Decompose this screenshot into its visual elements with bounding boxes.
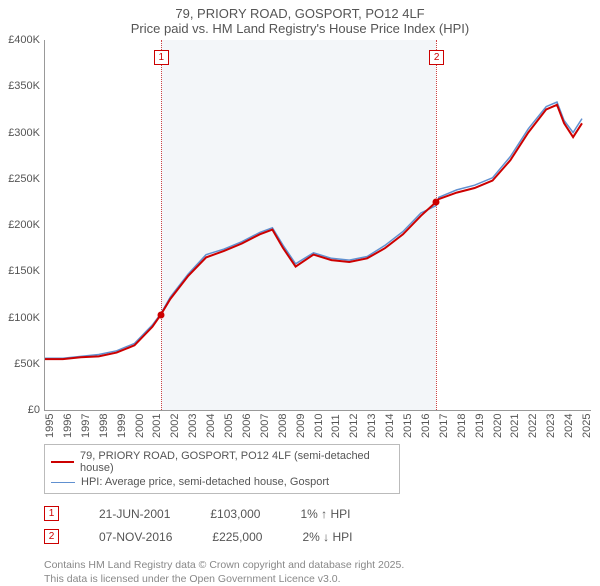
annotation-number: 1 [44,506,59,521]
annotation-delta: 1% ↑ HPI [300,507,350,521]
marker-line-2 [436,40,437,410]
annotation-price: £103,000 [210,507,260,521]
y-tick-label: £0 [0,404,40,416]
legend: 79, PRIORY ROAD, GOSPORT, PO12 4LF (semi… [44,444,400,494]
y-tick-label: £400K [0,34,40,46]
annotation-number: 2 [44,529,59,544]
y-tick-label: £250K [0,173,40,185]
legend-item: HPI: Average price, semi-detached house,… [51,475,393,489]
plot-area: 12 [44,40,591,411]
marker-box-1: 1 [154,50,169,65]
title-line-1: 79, PRIORY ROAD, GOSPORT, PO12 4LF [0,6,600,21]
marker-dot-1 [157,311,164,318]
series-lines [45,40,591,410]
y-tick-label: £150K [0,265,40,277]
legend-swatch [51,482,75,483]
y-tick-label: £200K [0,219,40,231]
chart-title: 79, PRIORY ROAD, GOSPORT, PO12 4LF Price… [0,0,600,40]
y-tick-label: £50K [0,358,40,370]
series-hpi [45,102,582,358]
annotation-row: 2 07-NOV-2016 £225,000 2% ↓ HPI [44,525,600,548]
y-tick-label: £300K [0,127,40,139]
annotation-date: 21-JUN-2001 [99,507,170,521]
series-price_paid [45,105,582,359]
marker-line-1 [161,40,162,410]
title-line-2: Price paid vs. HM Land Registry's House … [0,21,600,36]
x-tick-label: 2025 [581,414,600,438]
annotation-row: 1 21-JUN-2001 £103,000 1% ↑ HPI [44,502,600,525]
legend-label: HPI: Average price, semi-detached house,… [81,476,329,488]
marker-box-2: 2 [429,50,444,65]
y-tick-label: £350K [0,80,40,92]
annotation-price: £225,000 [212,530,262,544]
legend-label: 79, PRIORY ROAD, GOSPORT, PO12 4LF (semi… [80,450,393,474]
footnote: Contains HM Land Registry data © Crown c… [44,558,600,586]
legend-swatch [51,461,74,463]
annotation-table: 1 21-JUN-2001 £103,000 1% ↑ HPI 2 07-NOV-2016… [44,502,600,548]
annotation-date: 07-NOV-2016 [99,530,172,544]
annotation-delta: 2% ↓ HPI [302,530,352,544]
legend-item: 79, PRIORY ROAD, GOSPORT, PO12 4LF (semi… [51,449,393,475]
footnote-line-2: This data is licensed under the Open Gov… [44,572,600,586]
marker-dot-2 [433,198,440,205]
y-tick-label: £100K [0,312,40,324]
chart: 12 £0£50K£100K£150K£200K£250K£300K£350K£… [0,40,600,440]
footnote-line-1: Contains HM Land Registry data © Crown c… [44,558,600,572]
